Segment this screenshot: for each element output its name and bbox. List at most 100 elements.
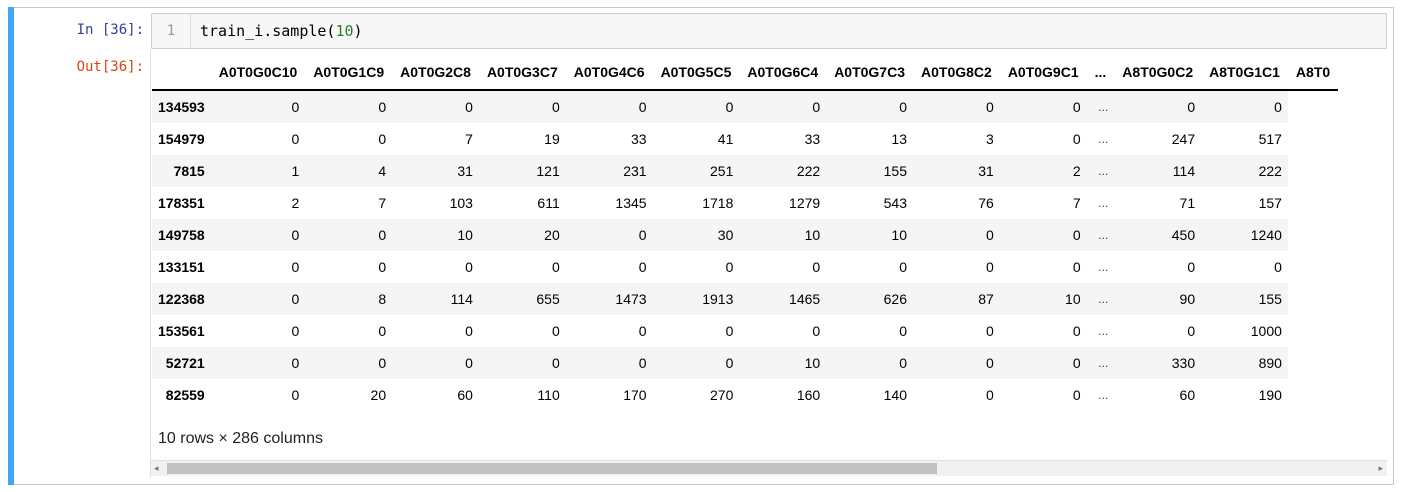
- table-cell: 0: [812, 99, 821, 115]
- column-header: A0T0G4C6: [565, 55, 653, 91]
- code-suffix: ): [353, 22, 363, 40]
- table-cell: 0: [291, 131, 300, 147]
- output-prompt: Out[36]:: [76, 59, 144, 75]
- table-row: 178351 2 7 103 611 1345 1718 1279 543 76 7... 71 157: [152, 187, 1338, 219]
- table-cell: 0: [465, 99, 473, 115]
- code-line[interactable]: train_i.sample(10): [200, 14, 363, 48]
- table-cell: 0: [378, 99, 387, 115]
- table-cell: 0: [725, 323, 734, 339]
- table-cell: 31: [457, 163, 473, 179]
- table-cell: 33: [630, 131, 647, 147]
- table-cell: 20: [544, 227, 560, 243]
- table-cell: 10: [804, 355, 821, 371]
- table-cell: 0: [1274, 259, 1282, 275]
- cell-selection-bar: [8, 7, 14, 485]
- table-cell: 0: [899, 259, 907, 275]
- dataframe-summary: 10 rows × 286 columns: [158, 430, 323, 447]
- column-header: A0T0G6C4: [739, 55, 827, 91]
- table-cell: 0: [378, 259, 387, 275]
- table-cell: 0: [986, 323, 994, 339]
- cell-ellipsis: ...: [1098, 164, 1109, 178]
- table-row: 153561 0 0 0 0 0 0 0 0 0 0... 0 1000: [152, 315, 1338, 347]
- table-cell: 0: [465, 259, 473, 275]
- table-cell: 0: [986, 259, 994, 275]
- index-header: [152, 55, 211, 91]
- table-cell: 0: [378, 323, 387, 339]
- table-cell: 0: [291, 387, 300, 403]
- table-cell: 41: [717, 131, 734, 147]
- table-cell: 0: [1072, 323, 1081, 339]
- table-cell: 0: [1187, 259, 1196, 275]
- row-index: 122368: [158, 291, 205, 307]
- table-cell: 655: [536, 291, 560, 307]
- cell-ellipsis: ...: [1098, 228, 1109, 242]
- table-cell: 0: [986, 99, 994, 115]
- table-row: 154979 0 0 7 19 33 41 33 13 3 0... 247 517: [152, 123, 1338, 155]
- table-cell: 0: [638, 323, 647, 339]
- table-cell: 0: [986, 387, 994, 403]
- table-cell: 1913: [702, 291, 734, 307]
- scroll-left-icon[interactable]: ◂: [154, 463, 159, 473]
- header-row: A0T0G0C10 A0T0G1C9 A0T0G2C8 A0T0G3C7 A0T0G4C…: [152, 55, 1339, 91]
- table-cell: 3: [986, 131, 994, 147]
- table-cell: 7: [378, 195, 387, 211]
- row-index: 134593: [158, 99, 205, 115]
- table-cell: 2: [1072, 163, 1081, 179]
- table-cell: 155: [1258, 291, 1282, 307]
- scroll-right-icon[interactable]: ▸: [1378, 463, 1383, 473]
- table-row: 7815 1 4 31 121 231 251 222 155 31 2... 114 222: [152, 155, 1339, 187]
- table-cell: 0: [551, 99, 560, 115]
- table-cell: 4: [378, 163, 387, 179]
- column-header: A0T0G7C3: [826, 55, 913, 91]
- table-cell: 10: [1065, 291, 1081, 307]
- table-cell: 1473: [615, 291, 647, 307]
- table-cell: 0: [1072, 227, 1081, 243]
- column-header: A0T0G8C2: [913, 55, 1000, 91]
- table-cell: 0: [638, 259, 647, 275]
- line-number: 1: [152, 14, 191, 48]
- table-cell: 0: [1072, 355, 1081, 371]
- scrollbar-thumb[interactable]: [167, 463, 937, 474]
- table-cell: 1000: [1250, 323, 1282, 339]
- table-cell: 170: [623, 387, 647, 403]
- table-cell: 0: [899, 99, 907, 115]
- table-cell: 60: [457, 387, 473, 403]
- table-cell: 0: [291, 355, 300, 371]
- row-index: 7815: [173, 163, 205, 179]
- input-prompt: In [36]:: [76, 22, 144, 38]
- table-cell: 1718: [702, 195, 734, 211]
- table-cell: 0: [812, 259, 821, 275]
- code-editor[interactable]: 1 train_i.sample(10): [151, 13, 1387, 49]
- row-index: 82559: [165, 387, 205, 403]
- table-cell: 0: [291, 259, 300, 275]
- table-cell: 222: [796, 163, 821, 179]
- table-cell: 0: [986, 227, 994, 243]
- cell-ellipsis: ...: [1098, 100, 1109, 114]
- table-cell: 30: [717, 227, 734, 243]
- table-cell: 0: [725, 99, 734, 115]
- cell-ellipsis: ...: [1098, 196, 1109, 210]
- cell-ellipsis: ...: [1098, 132, 1109, 146]
- code-prefix: train_i.sample(: [200, 22, 336, 40]
- table-cell: 10: [804, 227, 821, 243]
- table-cell: 31: [978, 163, 994, 179]
- table-cell: 2: [291, 195, 300, 211]
- table-cell: 71: [1179, 195, 1196, 211]
- table-cell: 110: [537, 387, 560, 403]
- table-cell: 0: [465, 355, 473, 371]
- table-cell: 0: [378, 131, 387, 147]
- cell-ellipsis: ...: [1098, 356, 1109, 370]
- table-cell: 10: [457, 227, 473, 243]
- table-cell: 1345: [615, 195, 647, 211]
- table-cell: 0: [899, 355, 907, 371]
- horizontal-scrollbar[interactable]: ◂ ▸: [151, 460, 1387, 476]
- table-cell: 0: [986, 355, 994, 371]
- table-row: 133151 0 0 0 0 0 0 0 0 0 0... 0 0: [152, 251, 1338, 283]
- table-cell: 160: [796, 387, 821, 403]
- table-cell: 1279: [789, 195, 821, 211]
- row-index: 149758: [158, 227, 205, 243]
- table-cell: 90: [1179, 291, 1196, 307]
- row-index: 178351: [158, 195, 205, 211]
- dataframe-output: A0T0G0C10 A0T0G1C9 A0T0G2C8 A0T0G3C7 A0T0G4C…: [152, 55, 1387, 405]
- table-cell: 0: [638, 227, 647, 243]
